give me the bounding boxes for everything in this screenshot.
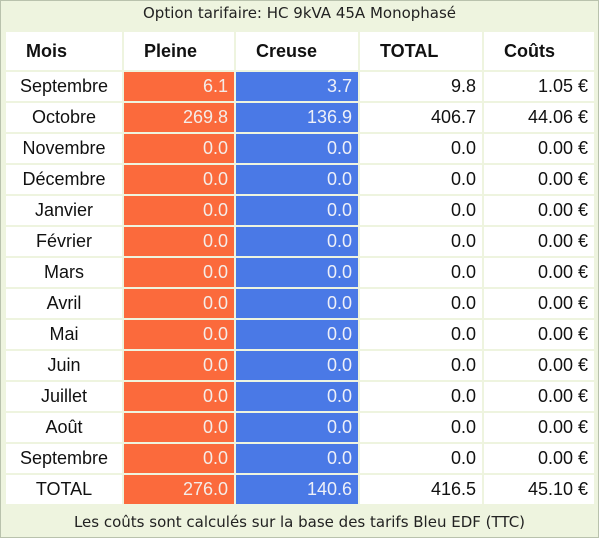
cell-mois: Octobre <box>6 103 122 132</box>
cell-creuse: 140.6 <box>236 475 358 504</box>
cell-couts: 45.10 € <box>484 475 594 504</box>
consumption-table: Mois Pleine Creuse TOTAL Coûts Septembre 6.1 3… <box>4 30 596 506</box>
cell-pleine: 0.0 <box>124 413 234 442</box>
table-row: Octobre 269.8 136.9 406.7 44.06 € <box>6 103 594 132</box>
cell-mois: Mai <box>6 320 122 349</box>
cell-mois: Septembre <box>6 72 122 101</box>
cell-couts: 0.00 € <box>484 351 594 380</box>
cell-couts: 0.00 € <box>484 196 594 225</box>
cell-mois: Juin <box>6 351 122 380</box>
cell-pleine: 0.0 <box>124 165 234 194</box>
cell-mois: Mars <box>6 258 122 287</box>
title: Option tarifaire: HC 9kVA 45A Monophasé <box>142 4 457 22</box>
header-row: Mois Pleine Creuse TOTAL Coûts <box>6 32 594 70</box>
cell-couts: 0.00 € <box>484 320 594 349</box>
cell-mois: Juillet <box>6 382 122 411</box>
table-row: Mars 0.0 0.0 0.0 0.00 € <box>6 258 594 287</box>
cell-pleine: 276.0 <box>124 475 234 504</box>
table-row: Avril 0.0 0.0 0.0 0.00 € <box>6 289 594 318</box>
cell-total: 0.0 <box>360 444 482 473</box>
cell-pleine: 6.1 <box>124 72 234 101</box>
cell-mois: Janvier <box>6 196 122 225</box>
cell-pleine: 0.0 <box>124 227 234 256</box>
cell-couts: 1.05 € <box>484 72 594 101</box>
column-header: Creuse <box>236 32 358 70</box>
cell-couts: 0.00 € <box>484 227 594 256</box>
cell-mois: Février <box>6 227 122 256</box>
table-row: Février 0.0 0.0 0.0 0.00 € <box>6 227 594 256</box>
cell-creuse: 0.0 <box>236 289 358 318</box>
cell-creuse: 0.0 <box>236 320 358 349</box>
cell-creuse: 0.0 <box>236 258 358 287</box>
cell-creuse: 3.7 <box>236 72 358 101</box>
table-row: Juillet 0.0 0.0 0.0 0.00 € <box>6 382 594 411</box>
cell-pleine: 0.0 <box>124 351 234 380</box>
table-body: Septembre 6.1 3.7 9.8 1.05 € Octobre 269.8 136.… <box>6 72 594 504</box>
cell-mois: Décembre <box>6 165 122 194</box>
table-row: Août 0.0 0.0 0.0 0.00 € <box>6 413 594 442</box>
cell-total: 0.0 <box>360 165 482 194</box>
cell-mois: TOTAL <box>6 475 122 504</box>
cell-total: 0.0 <box>360 227 482 256</box>
cell-pleine: 0.0 <box>124 196 234 225</box>
cell-total: 9.8 <box>360 72 482 101</box>
cell-couts: 0.00 € <box>484 165 594 194</box>
cell-creuse: 0.0 <box>236 134 358 163</box>
cell-creuse: 136.9 <box>236 103 358 132</box>
table-row: Janvier 0.0 0.0 0.0 0.00 € <box>6 196 594 225</box>
cell-pleine: 0.0 <box>124 444 234 473</box>
table-row: Septembre 0.0 0.0 0.0 0.00 € <box>6 444 594 473</box>
cell-total: 406.7 <box>360 103 482 132</box>
cell-couts: 0.00 € <box>484 134 594 163</box>
cell-pleine: 0.0 <box>124 134 234 163</box>
cell-creuse: 0.0 <box>236 444 358 473</box>
cell-total: 0.0 <box>360 320 482 349</box>
cell-total: 0.0 <box>360 134 482 163</box>
cell-total: 0.0 <box>360 382 482 411</box>
cell-pleine: 0.0 <box>124 320 234 349</box>
cell-mois: Novembre <box>6 134 122 163</box>
table-row: Décembre 0.0 0.0 0.0 0.00 € <box>6 165 594 194</box>
cell-mois: Août <box>6 413 122 442</box>
cell-total: 0.0 <box>360 289 482 318</box>
cell-couts: 0.00 € <box>484 413 594 442</box>
table-row: Septembre 6.1 3.7 9.8 1.05 € <box>6 72 594 101</box>
footer-note: Les coûts sont calculés sur la base des … <box>73 513 526 531</box>
cell-couts: 0.00 € <box>484 289 594 318</box>
cell-couts: 0.00 € <box>484 258 594 287</box>
table-row: Juin 0.0 0.0 0.0 0.00 € <box>6 351 594 380</box>
column-header: Pleine <box>124 32 234 70</box>
cell-mois: Septembre <box>6 444 122 473</box>
cell-creuse: 0.0 <box>236 227 358 256</box>
column-header: Mois <box>6 32 122 70</box>
cell-creuse: 0.0 <box>236 196 358 225</box>
cell-creuse: 0.0 <box>236 382 358 411</box>
cell-total: 0.0 <box>360 258 482 287</box>
cell-total: 0.0 <box>360 196 482 225</box>
column-header: TOTAL <box>360 32 482 70</box>
table-row: Novembre 0.0 0.0 0.0 0.00 € <box>6 134 594 163</box>
cell-pleine: 0.0 <box>124 289 234 318</box>
cell-pleine: 0.0 <box>124 258 234 287</box>
column-header: Coûts <box>484 32 594 70</box>
cell-total: 416.5 <box>360 475 482 504</box>
cell-total: 0.0 <box>360 413 482 442</box>
cell-couts: 0.00 € <box>484 444 594 473</box>
cell-mois: Avril <box>6 289 122 318</box>
cell-total: 0.0 <box>360 351 482 380</box>
table-row: Mai 0.0 0.0 0.0 0.00 € <box>6 320 594 349</box>
cell-couts: 0.00 € <box>484 382 594 411</box>
cell-couts: 44.06 € <box>484 103 594 132</box>
cell-creuse: 0.0 <box>236 413 358 442</box>
cell-pleine: 269.8 <box>124 103 234 132</box>
table-row: TOTAL 276.0 140.6 416.5 45.10 € <box>6 475 594 504</box>
cell-creuse: 0.0 <box>236 351 358 380</box>
cell-creuse: 0.0 <box>236 165 358 194</box>
cell-pleine: 0.0 <box>124 382 234 411</box>
